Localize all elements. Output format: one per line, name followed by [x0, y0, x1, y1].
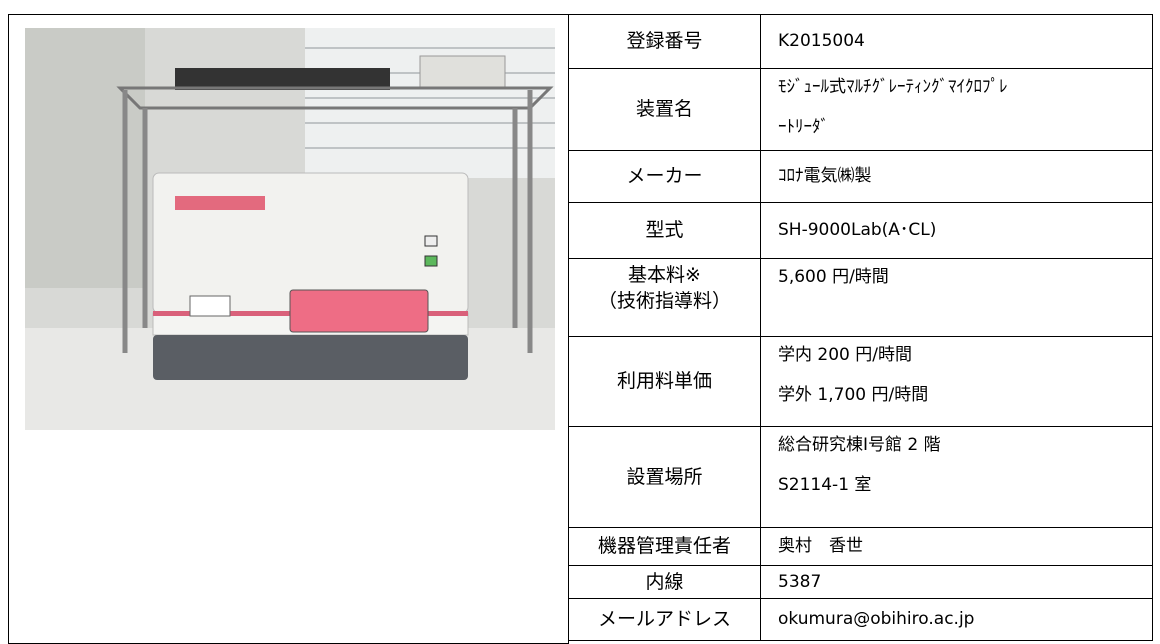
label-text: 利用料単価	[616, 370, 712, 392]
photo	[25, 28, 555, 430]
value-text: ｰﾄﾘｰﾀﾞ	[778, 117, 829, 137]
label-text: メーカー	[626, 165, 703, 187]
value-text: SH-9000Lab(A･CL)	[778, 220, 937, 240]
value-text: okumura@obihiro.ac.jp	[778, 609, 975, 629]
label-text: （技術指導料）	[597, 290, 731, 312]
value-text: ｺﾛﾅ電気㈱製	[778, 166, 872, 186]
label-text: メールアドレス	[597, 608, 731, 630]
label-text: 内線	[645, 570, 684, 593]
value-text: 学外 1,700 円/時間	[778, 385, 929, 405]
value-text: 5,600 円/時間	[778, 267, 889, 287]
label-text: 型式	[645, 219, 684, 241]
label-text: 機器管理責任者	[597, 535, 731, 557]
value-text: ﾓｼﾞｭｰﾙ式ﾏﾙﾁｸﾞﾚｰﾃｨﾝｸﾞﾏｲｸﾛﾌﾟﾚ	[778, 77, 1008, 97]
value-text: 総合研究棟Ⅰ号館 2 階	[778, 435, 941, 455]
page: 登録番号 K2015004 装置名 ﾓｼﾞｭｰﾙ式ﾏﾙﾁｸﾞﾚｰﾃｨﾝｸﾞﾏｲｸﾛﾌﾟ…	[8, 14, 1153, 644]
label-text: 装置名	[635, 98, 693, 120]
value-text: 奥村 香世	[778, 536, 863, 556]
value-text: 学内 200 円/時間	[778, 345, 912, 365]
value-text: S2114-1 室	[778, 475, 872, 495]
label-text: 登録番号	[626, 30, 703, 52]
label-text: 基本料※	[628, 264, 701, 286]
label-text: 設置場所	[626, 465, 703, 488]
value-text: 5387	[778, 571, 822, 592]
value-text: K2015004	[778, 31, 865, 51]
